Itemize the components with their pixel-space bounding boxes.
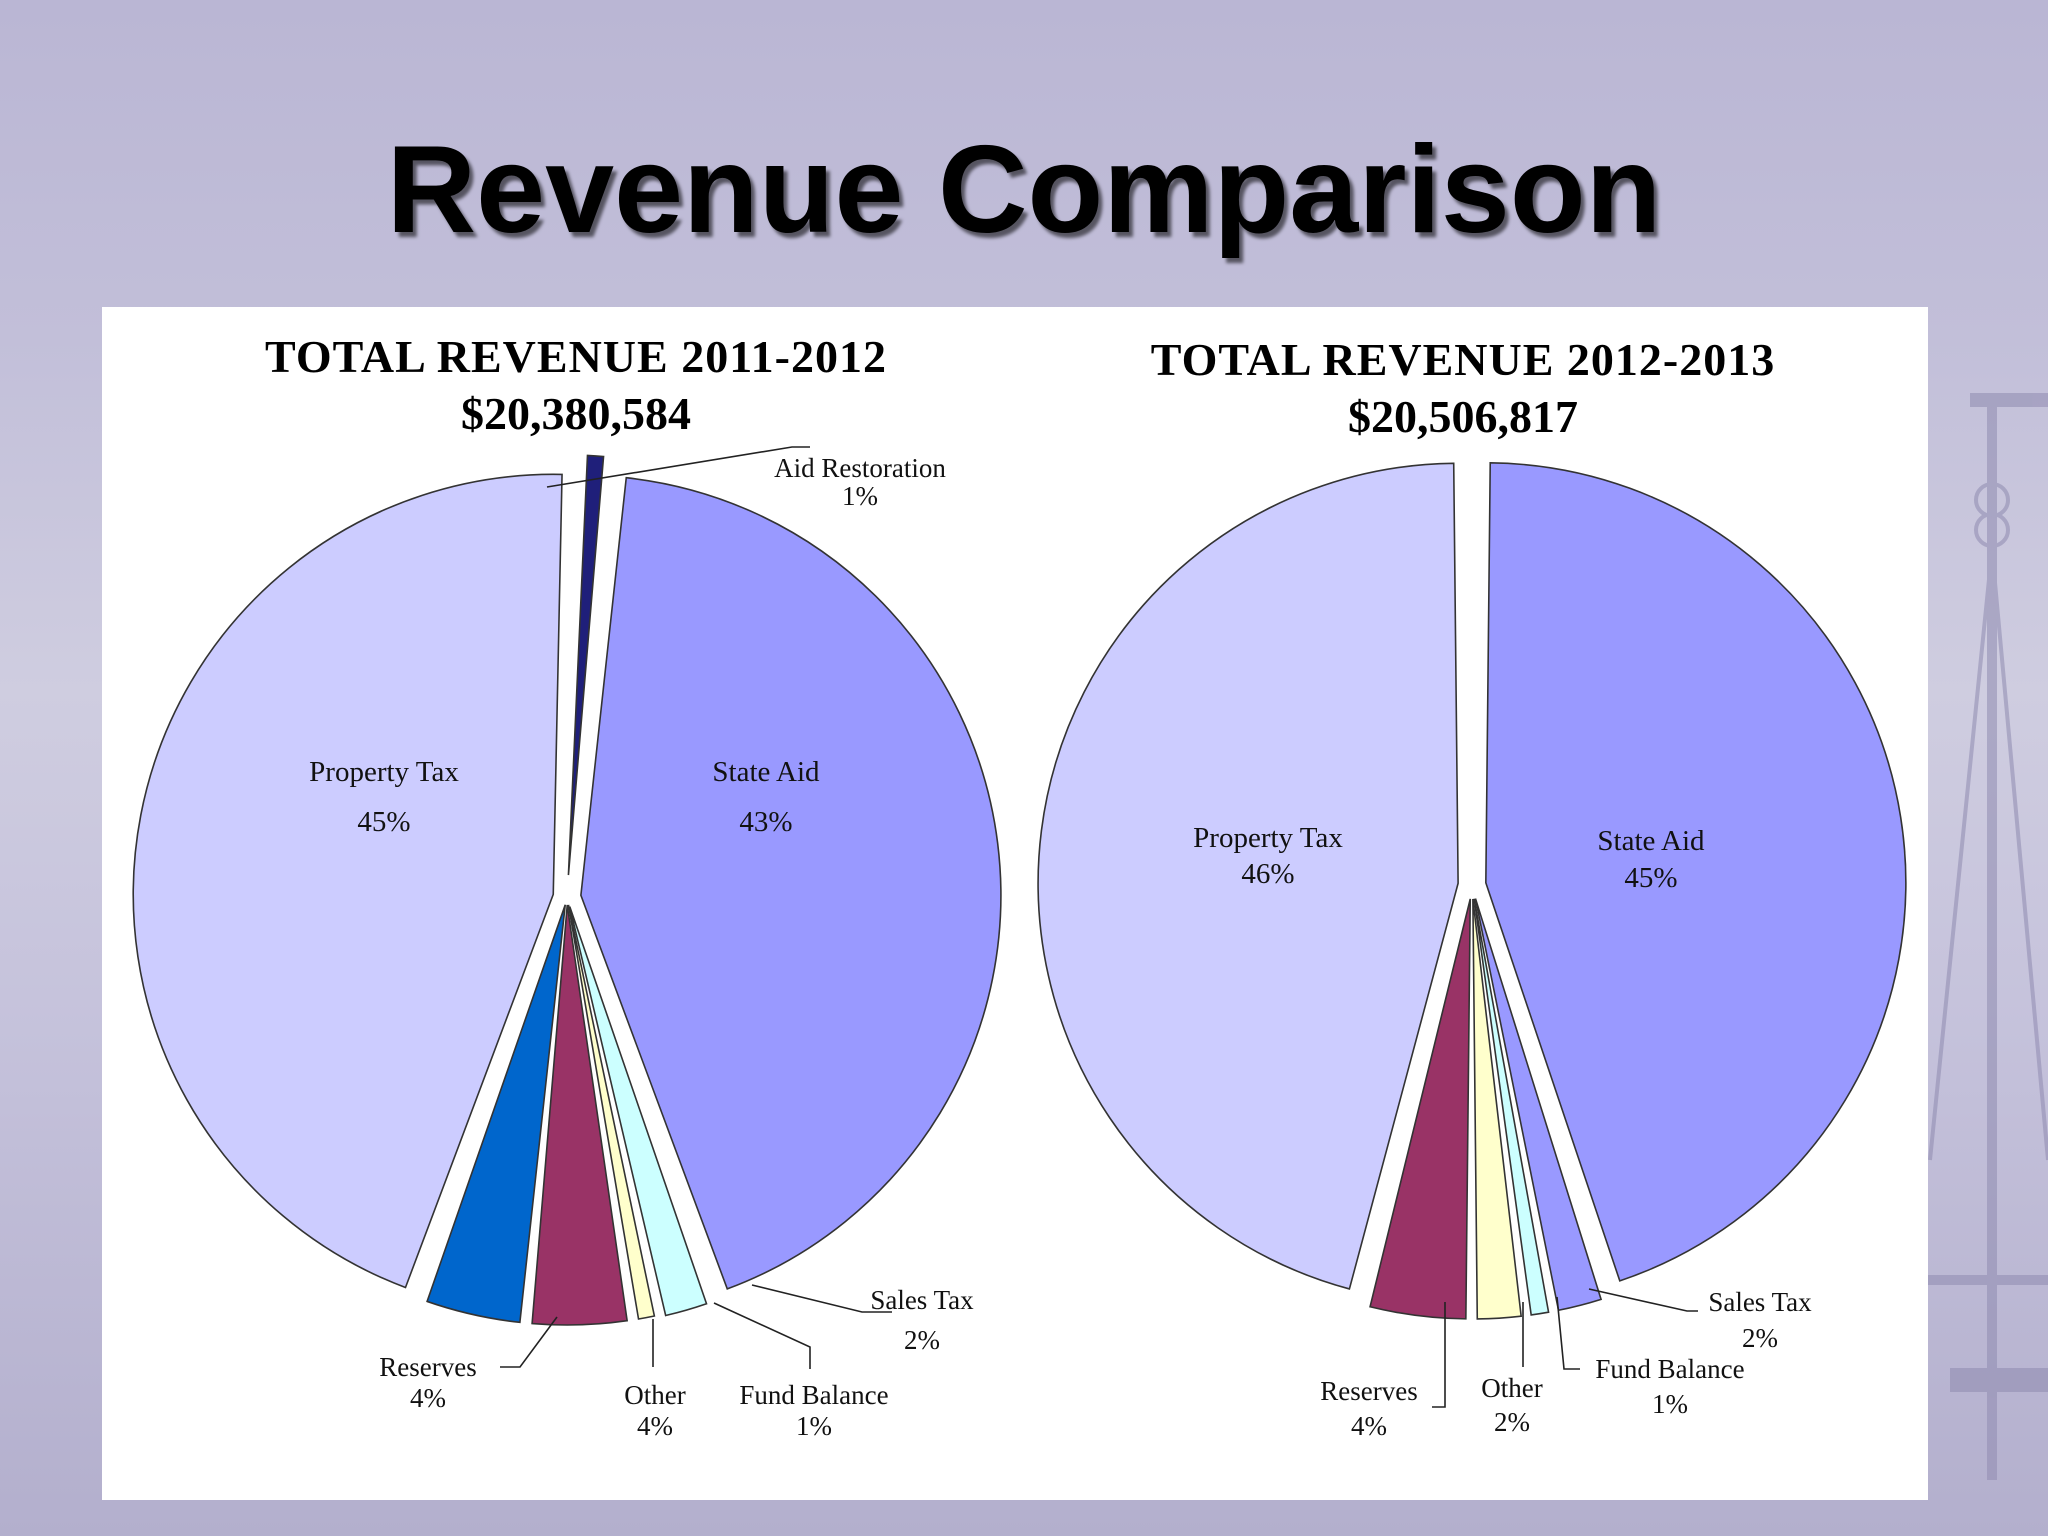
slice-pct-other: 2% (1494, 1407, 1530, 1437)
chart-panel: TOTAL REVENUE 2011-2012 $20,380,584 Stat… (102, 307, 1928, 1500)
slice-label-reserves: Reserves (1320, 1376, 1417, 1406)
pie-slice-property-tax (1037, 462, 1459, 1290)
pie-chart-2012-2013: TOTAL REVENUE 2012-2013 $20,506,817 Stat… (1037, 334, 1907, 1441)
pie-total-2012-2013: $20,506,817 (1348, 391, 1578, 442)
slice-label-property-tax: Property Tax (309, 756, 459, 788)
pie-charts-svg: TOTAL REVENUE 2011-2012 $20,380,584 Stat… (132, 331, 1907, 1441)
pie-slice-sales-tax (568, 906, 708, 1317)
slice-pct-reserves: 4% (410, 1383, 446, 1413)
slice-pct-other: 4% (637, 1411, 673, 1441)
pie-slice-other (1472, 898, 1523, 1320)
pie-slice-other (531, 904, 629, 1326)
slice-label-sales-tax: Sales Tax (870, 1285, 974, 1315)
slice-label-reserves: Reserves (379, 1352, 476, 1382)
slice-pct-aid-restoration: 1% (842, 481, 878, 511)
slice-pct-property-tax: 45% (357, 806, 410, 838)
slice-label-fund-balance: Fund Balance (739, 1380, 888, 1410)
pie-slice-state-aid (1485, 462, 1907, 1282)
pie-total-2011-2012: $20,380,584 (461, 388, 691, 439)
pie-slice-state-aid (580, 476, 1002, 1290)
pie-slice-fund-balance (1473, 898, 1550, 1316)
slice-pct-property-tax: 46% (1241, 858, 1294, 890)
pie-title-2011-2012: TOTAL REVENUE 2011-2012 (265, 331, 887, 382)
slice-label-state-aid: State Aid (1597, 825, 1705, 857)
pie-slice-aid-restoration (567, 454, 605, 876)
slice-label-fund-balance: Fund Balance (1595, 1354, 1744, 1384)
slice-label-other: Other (624, 1380, 685, 1410)
leader-line-fund-balance (1556, 1296, 1580, 1370)
pie-slice-reserves (426, 904, 567, 1324)
slide-title: Revenue Comparison (386, 121, 1662, 259)
leader-line-reserves (1432, 1302, 1446, 1408)
slice-label-property-tax: Property Tax (1193, 822, 1343, 854)
slice-label-state-aid: State Aid (712, 756, 820, 788)
leader-line-sales-tax (751, 1284, 892, 1313)
slice-pct-state-aid: 43% (739, 806, 792, 838)
leader-line-fund-balance (713, 1302, 811, 1369)
slice-label-sales-tax: Sales Tax (1708, 1287, 1812, 1317)
scales-of-justice-icon (1910, 393, 2048, 1480)
slice-pct-sales-tax: 2% (904, 1325, 940, 1355)
slice-pct-fund-balance: 1% (796, 1411, 832, 1441)
slice-pct-fund-balance: 1% (1652, 1389, 1688, 1419)
slice-pct-state-aid: 45% (1624, 862, 1677, 894)
leader-line-reserves (500, 1316, 558, 1368)
slice-pct-sales-tax: 2% (1742, 1323, 1778, 1353)
slice-label-other: Other (1481, 1373, 1542, 1403)
pie-slice-property-tax (132, 473, 563, 1289)
slice-pct-reserves: 4% (1351, 1411, 1387, 1441)
pie-chart-2011-2012: TOTAL REVENUE 2011-2012 $20,380,584 Stat… (132, 331, 1002, 1441)
leader-line-aid-restoration (546, 446, 810, 488)
slice-label-aid-restoration: Aid Restoration (774, 453, 946, 483)
pie-slice-reserves (1369, 898, 1472, 1320)
pie-title-2012-2013: TOTAL REVENUE 2012-2013 (1151, 334, 1776, 385)
leader-line-sales-tax (1588, 1288, 1698, 1312)
pie-slice-fund-balance (567, 904, 656, 1320)
